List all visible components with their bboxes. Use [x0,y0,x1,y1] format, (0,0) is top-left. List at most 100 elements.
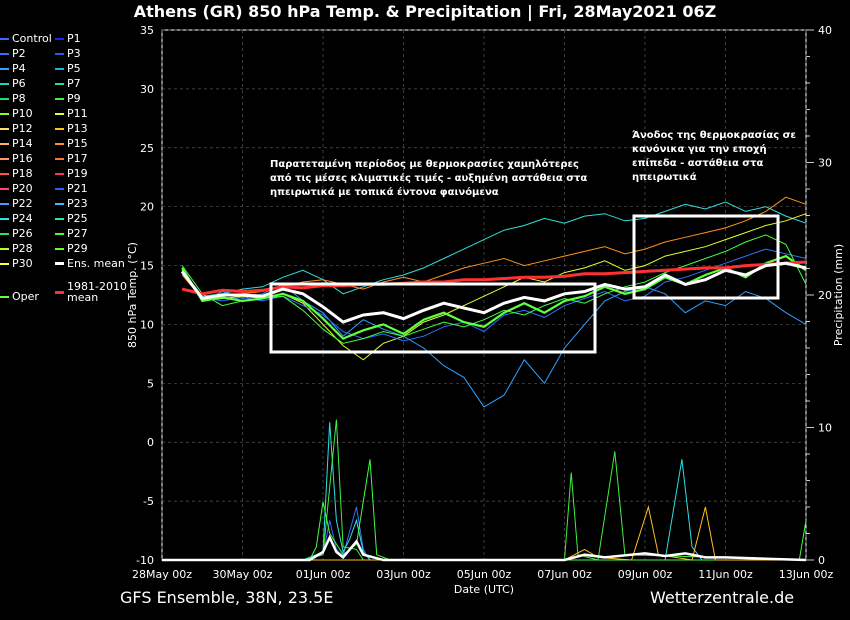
y-tick-label: 35 [140,24,154,37]
legend-label: Oper [12,290,39,303]
precip-line-ens-mean [162,534,807,562]
y-tick-label: -5 [143,495,154,508]
legend-label: P9 [67,92,81,105]
legend-swatch [55,127,64,130]
source-label: Wetterzentrale.de [650,588,795,607]
model-location-label: GFS Ensemble, 38N, 23.5E [120,588,334,607]
legend-swatch [55,187,64,190]
legend-label: P2 [12,47,26,60]
legend-item: P16 [0,152,33,165]
legend-label: P28 [12,242,33,255]
legend-label: P17 [67,152,88,165]
y-tick-label: 10 [140,318,154,331]
legend-item: P4 [0,62,26,75]
legend-swatch [55,67,64,70]
x-tick-label: 11Jun 00z [698,568,753,581]
legend-item: P29 [55,242,88,255]
chart-title: Athens (GR) 850 hPa Temp. & Precipitatio… [133,2,717,21]
legend-item: P3 [55,47,81,60]
precip-line-p24 [162,422,806,561]
y-tick-label: -10 [136,554,154,567]
x-tick-label: 28May 00z [132,568,192,581]
legend-label: P27 [67,227,88,240]
x-tick-label: 13Jun 00z [779,568,834,581]
legend-label: P11 [67,107,88,120]
legend-item: P26 [0,227,33,240]
legend-label: P12 [12,122,33,135]
legend-item: P28 [0,242,33,255]
legend-swatch [55,142,64,145]
legend-swatch [0,127,9,130]
precip-line-p13 [162,505,806,561]
y-tick-label: 30 [140,83,154,96]
legend-swatch [0,97,9,100]
temp-line-1981-2010-mean [181,260,807,296]
legend-item: P25 [55,212,88,225]
legend-item: P12 [0,122,33,135]
legend-swatch [0,232,9,235]
legend-item: P23 [55,197,88,210]
legend-swatch [0,157,9,160]
legend-swatch [55,217,64,220]
y-tick-label: 25 [140,142,154,155]
y-tick-label: 20 [140,201,154,214]
annotation-cold-period: Παρατεταμένη περίοδος με θερμοκρασίες χα… [270,159,588,198]
temp-line-p24 [181,201,807,297]
y-axis-label: 850 hPa Temp. (°C) [126,242,139,348]
legend-label: P18 [12,167,33,180]
legend-item: Control [0,32,52,45]
legend-swatch [55,157,64,160]
legend-swatch [55,112,64,115]
legend-item: Oper [0,290,39,303]
legend-swatch [55,262,64,265]
legend-swatch [55,232,64,235]
legend-swatch [55,290,64,294]
legend-item: P14 [0,137,33,150]
legend-label: P7 [67,77,81,90]
y2-tick-label: 20 [818,289,832,302]
legend-item: 1981-2010 mean [55,281,127,303]
x-tick-label: 05Jun 00z [457,568,512,581]
annotation-warming: Άνοδος της θερμοκρασίας σε κανόνικα για … [632,130,796,183]
legend-swatch [55,202,64,205]
annotation-box-cold-period [269,282,597,354]
y2-tick-label: 30 [818,157,832,170]
legend-swatch [0,67,9,70]
legend-item: P10 [0,107,33,120]
legend-label: P21 [67,182,88,195]
temp-line-oper [181,254,807,340]
legend-label: P8 [12,92,26,105]
legend-swatch [0,295,9,298]
legend-item: P5 [55,62,81,75]
legend-label: 1981-2010 mean [67,280,127,304]
legend-label: P14 [12,137,33,150]
legend-swatch [55,97,64,100]
legend-label: P1 [67,32,81,45]
x-axis-label: Date (UTC) [454,583,514,596]
legend-label: P5 [67,62,81,75]
legend-swatch [55,52,64,55]
legend-swatch [0,37,9,40]
legend-label: P16 [12,152,33,165]
legend-label: P4 [12,62,26,75]
legend-item: P19 [55,167,88,180]
legend-item: P20 [0,182,33,195]
y-tick-label: 0 [147,436,154,449]
legend-label: P15 [67,137,88,150]
legend-item: P15 [55,137,88,150]
temp-line-p27 [181,234,807,344]
legend-label: P10 [12,107,33,120]
legend-label: P13 [67,122,88,135]
x-tick-label: 09Jun 00z [618,568,673,581]
legend-swatch [0,217,9,220]
legend-label: P26 [12,227,33,240]
legend-swatch [0,82,9,85]
legend-swatch [55,37,64,40]
y2-tick-label: 10 [818,422,832,435]
legend-swatch [55,82,64,85]
legend-swatch [0,202,9,205]
legend-item: P9 [55,92,81,105]
legend-label: P23 [67,197,88,210]
legend-item: P24 [0,212,33,225]
legend-label: P6 [12,77,26,90]
